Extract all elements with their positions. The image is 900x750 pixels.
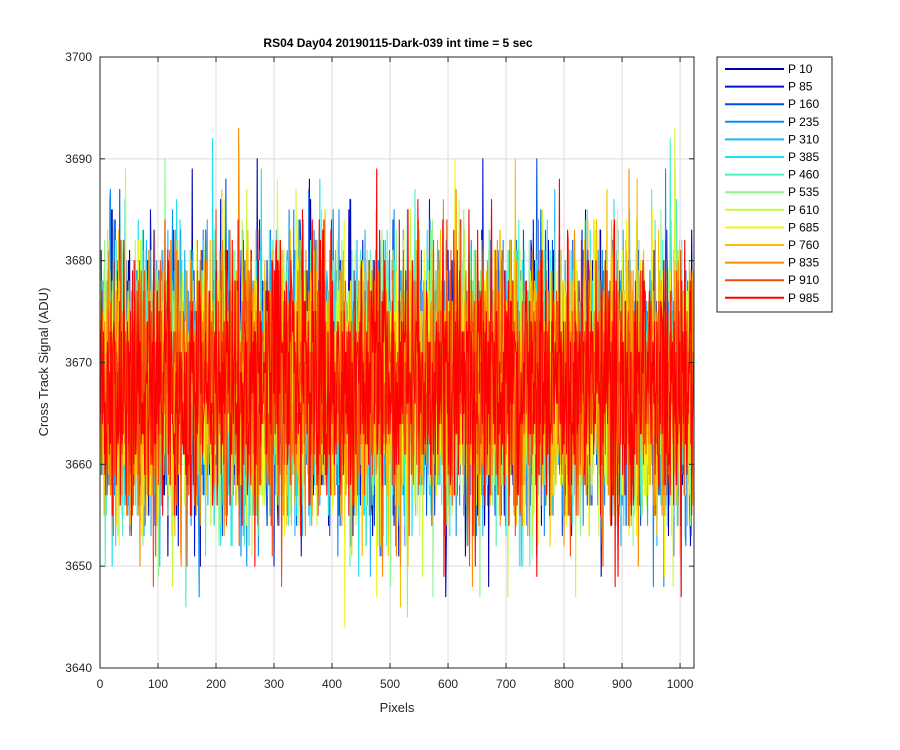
x-tick-label: 800: [554, 677, 574, 691]
legend-entry-label: P 760: [788, 238, 819, 252]
y-tick-label: 3660: [65, 457, 92, 471]
legend-entry-label: P 85: [788, 80, 813, 94]
legend: P 10 P 85 P 160 P 235 P 310 P 385 P 460 P 535 P …: [716, 56, 833, 313]
legend-entry-label: P 535: [788, 185, 819, 199]
x-tick-label: 200: [206, 677, 226, 691]
legend-entry-label: P 910: [788, 273, 819, 287]
y-tick-label: 3650: [65, 559, 92, 573]
legend-entry-label: P 985: [788, 291, 819, 305]
x-tick-label: 1000: [667, 677, 694, 691]
x-tick-label: 100: [148, 677, 168, 691]
y-tick-label: 3700: [65, 50, 92, 64]
legend-entry-label: P 460: [788, 168, 819, 182]
x-axis-label: Pixels: [380, 700, 415, 715]
x-tick-label: 0: [97, 677, 104, 691]
x-tick-label: 500: [380, 677, 400, 691]
legend-entry-label: P 10: [788, 62, 813, 76]
legend-entry-label: P 160: [788, 97, 819, 111]
y-tick-label: 3640: [65, 661, 92, 675]
x-tick-label: 400: [322, 677, 342, 691]
legend-entry-label: P 610: [788, 203, 819, 217]
chart-title: RS04 Day04 20190115-Dark-039 int time = …: [263, 36, 533, 50]
y-tick-label: 3690: [65, 152, 92, 166]
x-tick-label: 300: [264, 677, 284, 691]
legend-entry-label: P 835: [788, 256, 819, 270]
axis-ticks: 0 100 200 300 400 500 600 700 800 900 1000 3640 3650…: [65, 50, 694, 691]
legend-box: [716, 56, 833, 313]
legend-entry-label: P 685: [788, 220, 819, 234]
y-tick-label: 3670: [65, 356, 92, 370]
y-tick-label: 3680: [65, 254, 92, 268]
series-lines: [99, 127, 694, 628]
legend-entry-label: P 310: [788, 132, 819, 146]
x-tick-label: 900: [612, 677, 632, 691]
series-line-14: [99, 168, 694, 598]
x-tick-label: 600: [438, 677, 458, 691]
x-tick-label: 700: [496, 677, 516, 691]
legend-entry-label: P 235: [788, 115, 819, 129]
y-axis-label: Cross Track Signal (ADU): [36, 288, 51, 437]
legend-entry-label: P 385: [788, 150, 819, 164]
